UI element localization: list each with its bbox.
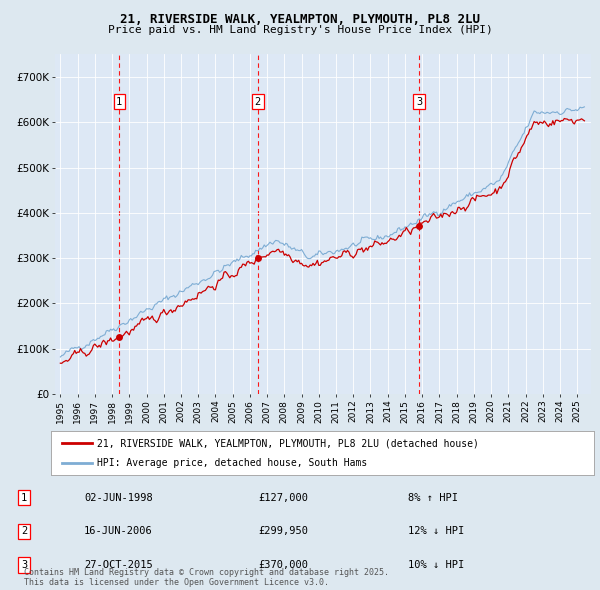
Text: Contains HM Land Registry data © Crown copyright and database right 2025.
This d: Contains HM Land Registry data © Crown c… xyxy=(24,568,389,587)
Text: 1: 1 xyxy=(116,97,122,107)
Text: £299,950: £299,950 xyxy=(258,526,308,536)
Text: 2: 2 xyxy=(254,97,261,107)
Text: 3: 3 xyxy=(416,97,422,107)
Text: Price paid vs. HM Land Registry's House Price Index (HPI): Price paid vs. HM Land Registry's House … xyxy=(107,25,493,35)
Text: £370,000: £370,000 xyxy=(258,560,308,570)
Text: 2: 2 xyxy=(21,526,27,536)
Text: HPI: Average price, detached house, South Hams: HPI: Average price, detached house, Sout… xyxy=(97,458,367,467)
Text: £127,000: £127,000 xyxy=(258,493,308,503)
Text: 27-OCT-2015: 27-OCT-2015 xyxy=(84,560,153,570)
Text: 3: 3 xyxy=(21,560,27,570)
Text: 12% ↓ HPI: 12% ↓ HPI xyxy=(408,526,464,536)
Text: 8% ↑ HPI: 8% ↑ HPI xyxy=(408,493,458,503)
Text: 21, RIVERSIDE WALK, YEALMPTON, PLYMOUTH, PL8 2LU (detached house): 21, RIVERSIDE WALK, YEALMPTON, PLYMOUTH,… xyxy=(97,438,479,448)
Text: 16-JUN-2006: 16-JUN-2006 xyxy=(84,526,153,536)
Text: 10% ↓ HPI: 10% ↓ HPI xyxy=(408,560,464,570)
Text: 1: 1 xyxy=(21,493,27,503)
Text: 02-JUN-1998: 02-JUN-1998 xyxy=(84,493,153,503)
Text: 21, RIVERSIDE WALK, YEALMPTON, PLYMOUTH, PL8 2LU: 21, RIVERSIDE WALK, YEALMPTON, PLYMOUTH,… xyxy=(120,13,480,26)
